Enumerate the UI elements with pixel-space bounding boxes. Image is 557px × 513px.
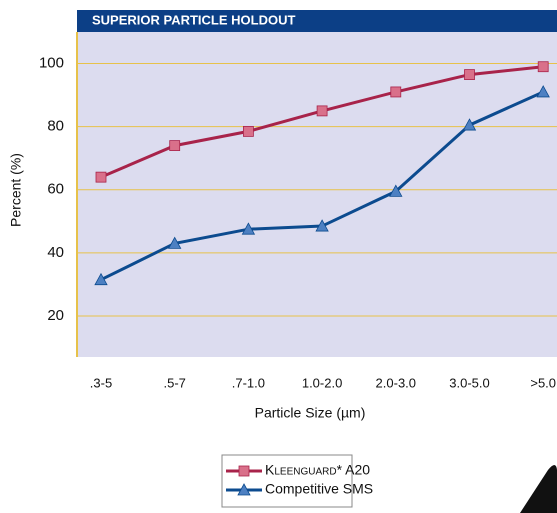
x-tick-label: .3-5 bbox=[90, 375, 112, 390]
y-tick-label: 40 bbox=[47, 244, 64, 261]
x-tick-label: 1.0-2.0 bbox=[302, 375, 342, 390]
data-point bbox=[243, 126, 253, 136]
x-tick-label: >5.0 bbox=[530, 375, 556, 390]
plot-area bbox=[77, 32, 557, 357]
data-point bbox=[538, 62, 548, 72]
x-axis-label: Particle Size (µm) bbox=[255, 405, 366, 421]
legend-label: Kleenguard* A20 bbox=[265, 462, 370, 478]
x-tick-label: .5-7 bbox=[163, 375, 185, 390]
y-tick-label: 100 bbox=[39, 55, 64, 72]
data-point bbox=[170, 141, 180, 151]
data-point bbox=[96, 172, 106, 182]
data-point bbox=[317, 106, 327, 116]
x-tick-label: 3.0-5.0 bbox=[449, 375, 489, 390]
x-tick-label: .7-1.0 bbox=[232, 375, 265, 390]
legend-label: Competitive SMS bbox=[265, 481, 373, 497]
data-point bbox=[465, 70, 475, 80]
x-tick-label: 2.0-3.0 bbox=[376, 375, 416, 390]
y-axis-label: Percent (%) bbox=[8, 153, 24, 227]
chart-title: SUPERIOR PARTICLE HOLDOUT bbox=[92, 12, 295, 27]
y-tick-label: 20 bbox=[47, 307, 64, 324]
legend-marker bbox=[239, 466, 249, 476]
decoration bbox=[520, 465, 557, 513]
y-tick-label: 80 bbox=[47, 118, 64, 135]
y-tick-label: 60 bbox=[47, 181, 64, 198]
chart: SUPERIOR PARTICLE HOLDOUT Percent (%) Pa… bbox=[0, 0, 557, 513]
data-point bbox=[391, 87, 401, 97]
